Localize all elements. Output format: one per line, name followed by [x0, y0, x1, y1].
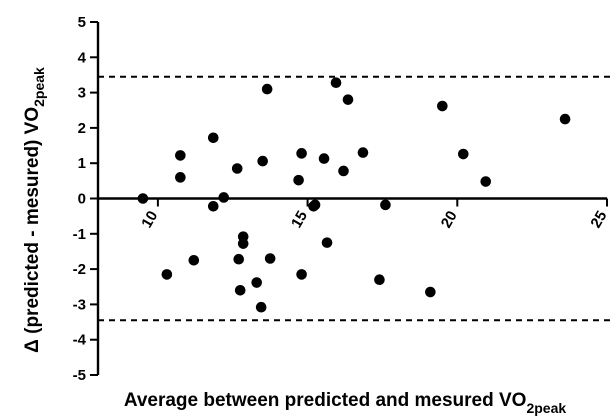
- data-point: [309, 199, 321, 211]
- data-point: [293, 174, 304, 186]
- data-point: [234, 284, 246, 296]
- data-point: [218, 192, 230, 203]
- y-tick-label: -1: [73, 226, 86, 243]
- x-axis-title-sub: 2peak: [526, 400, 566, 416]
- data-point: [255, 301, 267, 313]
- x-axis-title: Average between predicted and mesured VO…: [124, 390, 567, 416]
- x-tick-label: 25: [587, 208, 610, 231]
- data-point: [161, 269, 173, 280]
- y-tick-label: -2: [73, 261, 86, 278]
- data-point: [261, 83, 273, 95]
- data-point: [296, 148, 307, 159]
- x-axis-title-main: Average between predicted and mesured VO: [124, 390, 527, 411]
- y-tick-label: 3: [78, 85, 86, 102]
- data-point: [380, 199, 391, 211]
- data-point: [330, 77, 342, 89]
- data-point: [237, 231, 249, 242]
- y-axis-title-prefix: Δ (predicted - mesured) VO: [22, 107, 43, 353]
- plot-area: -5 -4 -3 -2 -1 0 1 2 3 4 5 10 15 20 25: [73, 14, 611, 384]
- data-point: [251, 277, 262, 288]
- data-point: [257, 155, 268, 167]
- data-point: [318, 153, 330, 164]
- data-point: [233, 253, 245, 265]
- data-point: [231, 163, 243, 174]
- data-point: [207, 132, 219, 144]
- y-tick-label: -3: [73, 296, 86, 313]
- data-point: [342, 94, 354, 105]
- data-point: [188, 254, 200, 266]
- data-point: [338, 165, 349, 177]
- y-tick-label: 0: [78, 191, 86, 208]
- data-point: [137, 193, 149, 204]
- x-tick-label: 15: [288, 208, 311, 231]
- y-tick-label: 1: [78, 155, 86, 172]
- data-point: [175, 172, 186, 183]
- data-point: [207, 200, 219, 212]
- data-point: [321, 237, 333, 248]
- y-tick-label: 5: [78, 14, 86, 31]
- data-point: [357, 147, 369, 158]
- data-point: [175, 150, 186, 161]
- x-tick-label: 20: [438, 208, 461, 231]
- y-axis-title-sub: 2peak: [31, 67, 47, 107]
- data-point: [437, 100, 448, 112]
- y-tick-label: 2: [78, 120, 86, 137]
- y-tick-label: -5: [73, 367, 86, 384]
- data-point: [425, 286, 436, 298]
- data-point: [457, 148, 469, 160]
- data-point: [374, 274, 385, 285]
- data-point: [559, 113, 571, 125]
- data-point: [480, 176, 492, 187]
- y-axis-title: Δ (predicted - mesured) VO2peak: [22, 67, 47, 353]
- y-tick-label: -4: [73, 332, 87, 349]
- data-point: [264, 253, 276, 264]
- data-point: [296, 269, 307, 280]
- y-tick-label: 4: [78, 49, 87, 66]
- x-tick-label: 10: [138, 208, 161, 231]
